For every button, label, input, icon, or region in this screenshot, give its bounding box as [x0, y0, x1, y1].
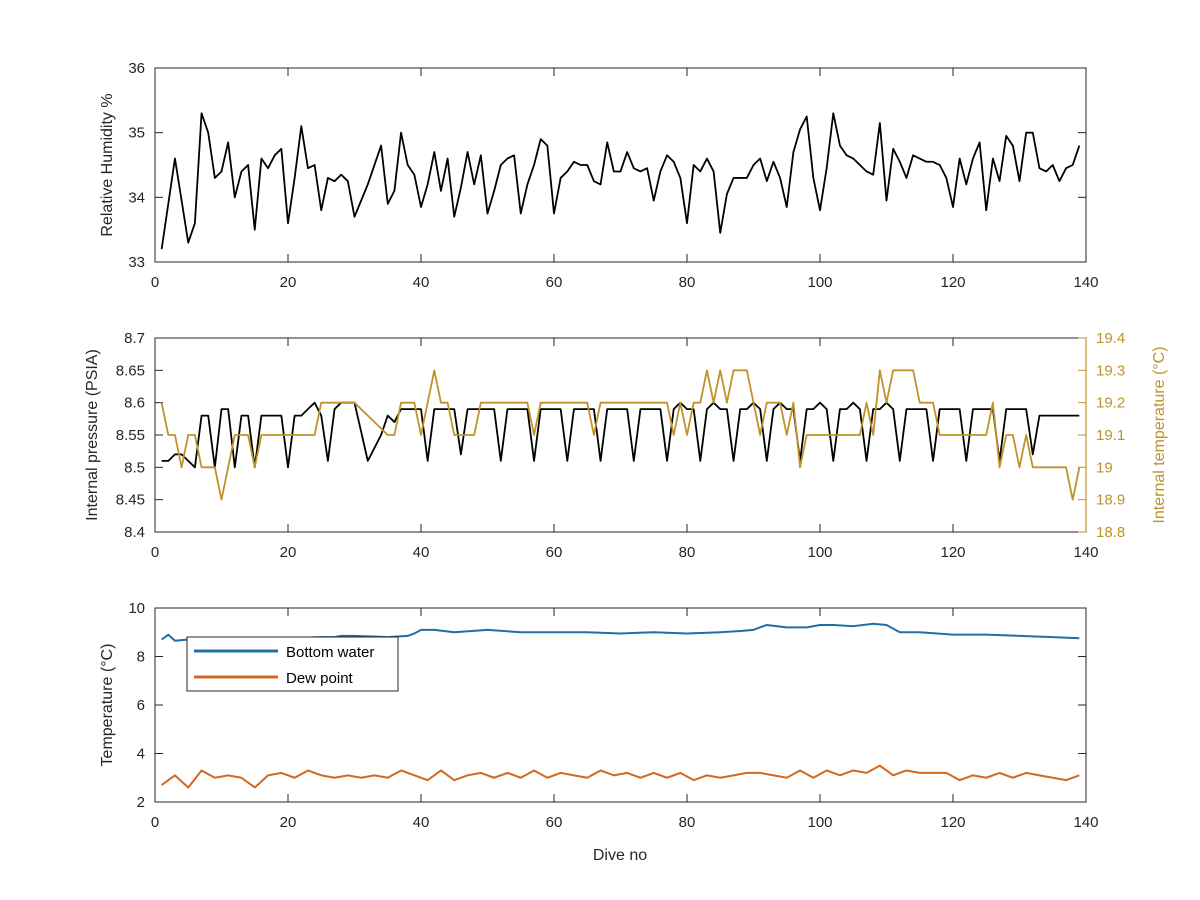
x-tick-label: 60 — [546, 274, 563, 291]
x-tick-label: 40 — [413, 274, 430, 291]
x-tick-label: 140 — [1073, 814, 1098, 831]
x-tick-label: 80 — [679, 544, 696, 561]
y-tick-label: 8.65 — [116, 362, 145, 379]
y-tick-right-label: 19.3 — [1096, 362, 1125, 379]
x-tick-label: 100 — [807, 814, 832, 831]
y-tick-label: 35 — [128, 125, 145, 142]
y-tick-label: 4 — [137, 746, 145, 763]
humidity-plot-area — [154, 67, 1087, 263]
x-tick-label: 140 — [1073, 544, 1098, 561]
y-tick-right-label: 19.2 — [1096, 395, 1125, 412]
x-tick-label: 40 — [413, 544, 430, 561]
x-tick-label: 80 — [679, 274, 696, 291]
x-tick-label: 120 — [940, 544, 965, 561]
x-tick-label: 120 — [940, 274, 965, 291]
y-tick-label: 36 — [128, 60, 145, 77]
y-tick-label: 8.5 — [124, 459, 145, 476]
humidity-ticks: 0 20 40 60 80 100 120 140 33 34 35 36 — [128, 60, 1098, 291]
y-tick-right-label: 18.8 — [1096, 524, 1125, 541]
temperature-panel: 0 20 40 60 80 100 120 140 2 4 6 8 10 Temperature (°C… — [99, 600, 1099, 864]
internal-temperature-ylabel: Internal temperature (°C) — [1151, 346, 1168, 523]
x-tick-label: 40 — [413, 814, 430, 831]
series-line-2-1 — [161, 764, 1080, 789]
x-tick-label: 20 — [280, 274, 297, 291]
y-tick-label: 10 — [128, 600, 145, 617]
x-tick-label: 100 — [807, 544, 832, 561]
series-line-1-1 — [160, 369, 1081, 501]
x-tick-label: 80 — [679, 814, 696, 831]
x-tick-label: 120 — [940, 814, 965, 831]
y-tick-label: 6 — [137, 697, 145, 714]
pressure-ticks: 0 20 40 60 80 100 120 140 8.4 8.45 8.5 8.55 8.6 8.65 8… — [116, 330, 1099, 561]
y-tick-right-label: 19 — [1096, 459, 1113, 476]
y-tick-right-label: 19.4 — [1096, 330, 1125, 347]
humidity-lines — [160, 112, 1081, 250]
y-tick-label: 8.45 — [116, 492, 145, 509]
x-tick-label: 140 — [1073, 274, 1098, 291]
y-tick-label: 34 — [128, 189, 145, 206]
y-tick-label: 2 — [137, 794, 145, 811]
y-tick-label: 8.55 — [116, 427, 145, 444]
y-tick-label: 8.7 — [124, 330, 145, 347]
legend-box — [186, 636, 399, 692]
y-tick-label: 8.6 — [124, 395, 145, 412]
pressure-ylabel: Internal pressure (PSIA) — [84, 349, 101, 521]
legend-label-bottom-water: Bottom water — [286, 644, 374, 661]
y-tick-label: 8.4 — [124, 524, 145, 541]
temperature-ticks: 0 20 40 60 80 100 120 140 2 4 6 8 10 — [128, 600, 1098, 831]
y-tick-label: 33 — [128, 254, 145, 271]
internal-temperature-ticks: 18.8 18.9 19 19.1 19.2 19.3 19.4 — [1078, 330, 1125, 541]
humidity-ylabel: Relative Humidity % — [99, 93, 116, 236]
y-tick-right-label: 18.9 — [1096, 492, 1125, 509]
y-tick-right-label: 19.1 — [1096, 427, 1125, 444]
y-tick-label: 8 — [137, 649, 145, 666]
pressure-temperature-panel: 0 20 40 60 80 100 120 140 8.4 8.45 8.5 8.55 8.6 8.65 8… — [84, 330, 1168, 561]
pressure-temperature-lines — [160, 369, 1081, 501]
legend-label-dew-point: Dew point — [286, 670, 354, 687]
x-tick-label: 0 — [151, 544, 159, 561]
dive-no-xlabel: Dive no — [593, 847, 647, 864]
x-tick-label: 0 — [151, 274, 159, 291]
series-line-1-0 — [161, 401, 1080, 469]
humidity-panel: 0 20 40 60 80 100 120 140 33 34 35 36 Relative Humi… — [99, 60, 1099, 291]
x-tick-label: 100 — [807, 274, 832, 291]
temperature-ylabel: Temperature (°C) — [99, 644, 116, 767]
x-tick-label: 20 — [280, 814, 297, 831]
series-line-0-0 — [160, 112, 1081, 250]
x-tick-label: 60 — [546, 544, 563, 561]
x-tick-label: 20 — [280, 544, 297, 561]
legend: Bottom water Dew point — [186, 636, 399, 692]
x-tick-label: 0 — [151, 814, 159, 831]
x-tick-label: 60 — [546, 814, 563, 831]
